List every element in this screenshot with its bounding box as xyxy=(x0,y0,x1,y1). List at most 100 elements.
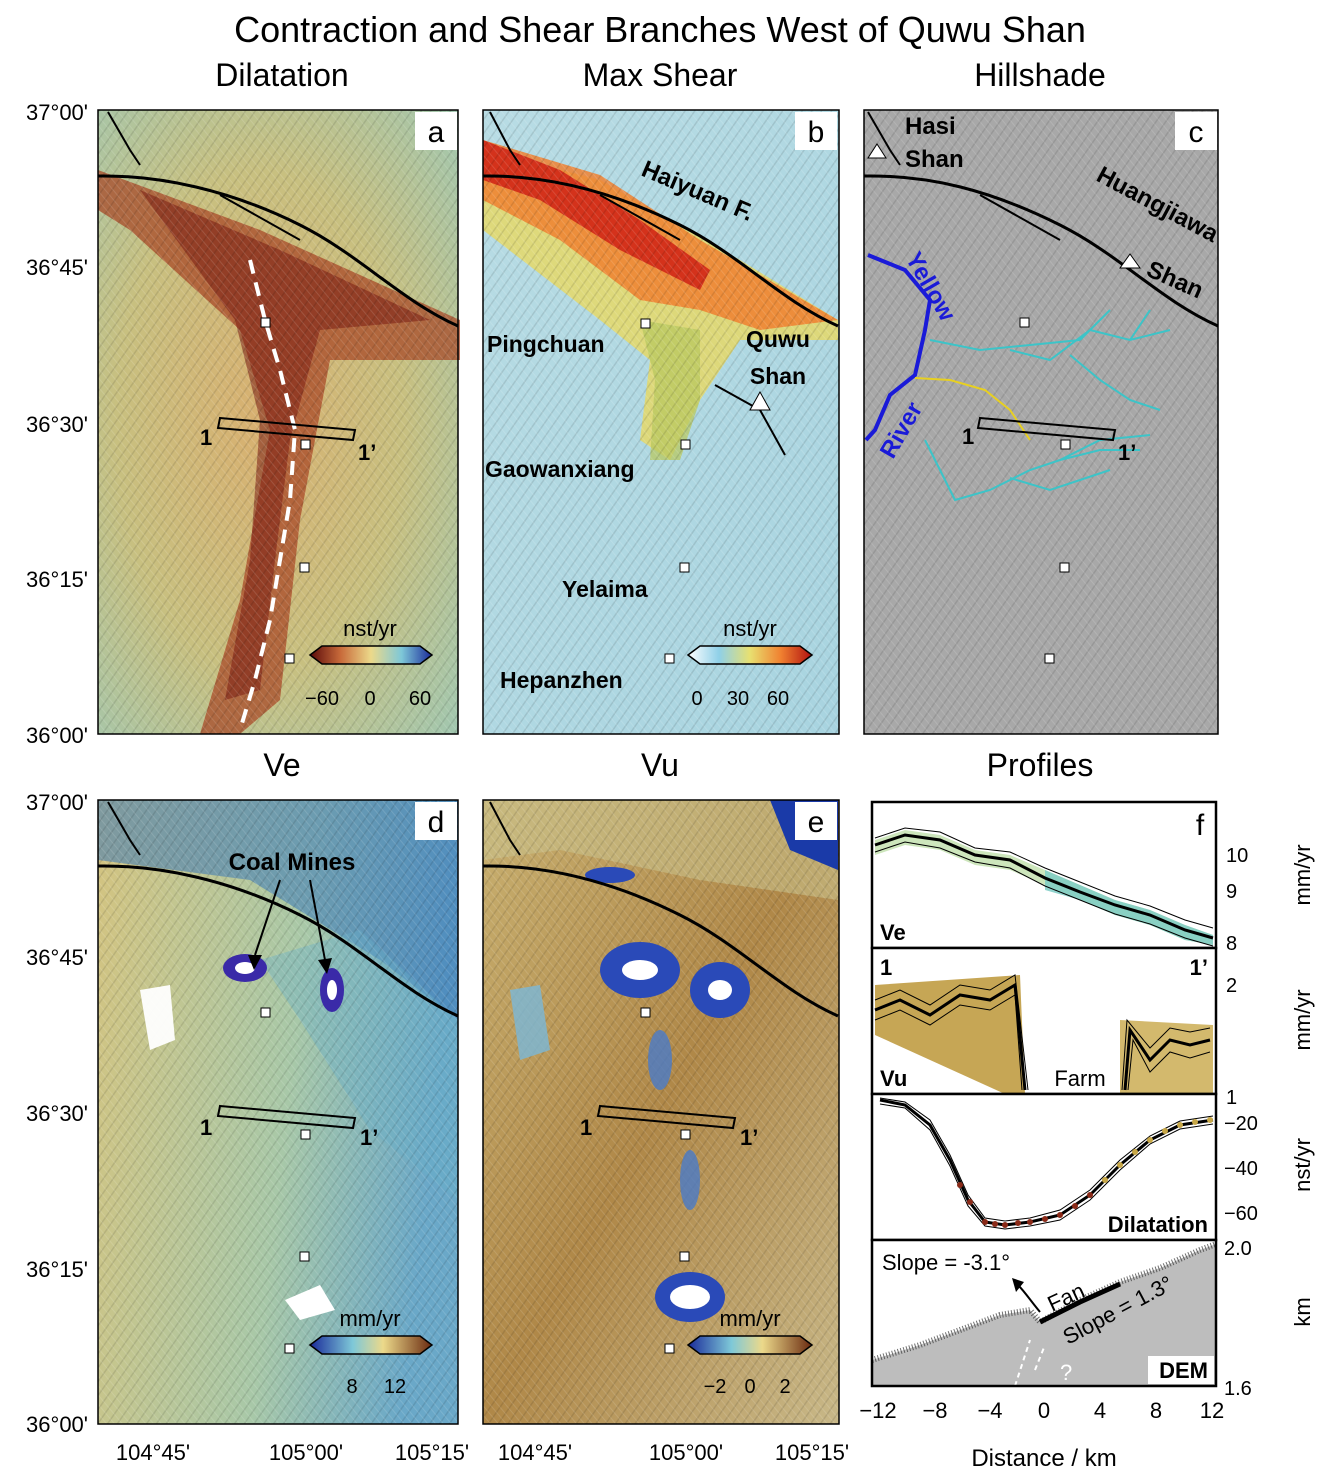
profile-dil-tick: −60 xyxy=(1224,1203,1258,1225)
lat-axis-top: 37°00' 36°45' 36°30' 36°15' 36°00' xyxy=(26,100,88,748)
panel-c-map: c Hasi Shan Huangjiawa Shan Yellow River… xyxy=(863,109,1223,735)
label-yelaima: Yelaima xyxy=(562,576,648,602)
profile-dem-unit: km xyxy=(1290,1297,1315,1326)
profile-x-tick: −8 xyxy=(922,1398,947,1423)
colorbar-a-tick-2: 0 xyxy=(364,688,375,710)
profile-x-tick: 8 xyxy=(1150,1398,1162,1423)
lat-label: 36°15' xyxy=(26,1257,88,1282)
lon-label: 105°15' xyxy=(775,1440,849,1465)
profile-dem-label: DEM xyxy=(1159,1358,1208,1383)
lon-label: 105°00' xyxy=(649,1440,723,1465)
colorbar-e-tick-3: 2 xyxy=(779,1376,790,1398)
lon-label: 105°00' xyxy=(269,1440,343,1465)
profile-ve-unit: mm/yr xyxy=(1290,844,1315,905)
lat-label: 36°30' xyxy=(26,412,88,437)
panel-f-profiles: f Ve 10 9 8 mm/yr 1 1’ Vu Farm 2 1 mm/yr xyxy=(859,800,1315,1472)
profile-dem-tick: 1.6 xyxy=(1224,1378,1252,1400)
profile-ve-tick: 10 xyxy=(1226,845,1248,867)
profile-x-tick: 0 xyxy=(1038,1398,1050,1423)
colorbar-unit-e: mm/yr xyxy=(719,1306,780,1331)
colorbar-d xyxy=(308,1335,434,1355)
label-hepanzhen: Hepanzhen xyxy=(500,667,623,693)
colorbar-e-tick-2: 0 xyxy=(744,1376,755,1398)
profile-start-c: 1 xyxy=(962,424,974,449)
label-quwu-2: Shan xyxy=(750,363,806,389)
profile-dil-unit: nst/yr xyxy=(1290,1138,1315,1192)
profile-end-d: 1’ xyxy=(360,1125,378,1150)
panel-d-map: d 1 1’ Coal Mines mm/yr 8 12 xyxy=(97,799,459,1425)
profile-vu-start: 1 xyxy=(880,955,892,980)
panel-b-map: b Haiyuan F. Pingchuan Quwu Shan Gaowanx… xyxy=(482,109,840,735)
profile-ve-label: Ve xyxy=(880,920,906,945)
colorbar-b-tick-3: 60 xyxy=(767,688,789,710)
profile-end-a: 1’ xyxy=(358,440,376,465)
lat-label: 36°15' xyxy=(26,567,88,592)
colorbar-e xyxy=(686,1335,814,1355)
panel-e-map: e 1 1’ mm/yr −2 0 2 xyxy=(482,799,840,1425)
colorbar-b xyxy=(686,645,814,665)
profile-dem-tick: 2.0 xyxy=(1224,1238,1252,1260)
profile-dem-slope1: Slope = -3.1° xyxy=(882,1250,1010,1275)
profile-ve-tick: 9 xyxy=(1226,881,1237,903)
lat-label: 36°00' xyxy=(26,1412,88,1437)
panel-letter-d: d xyxy=(428,806,445,839)
figure-title: Contraction and Shear Branches West of Q… xyxy=(234,9,1086,50)
label-quwu-1: Quwu xyxy=(746,326,810,352)
panel-title-f: Profiles xyxy=(987,747,1094,783)
lon-label: 105°15' xyxy=(395,1440,469,1465)
colorbar-unit-a: nst/yr xyxy=(343,616,397,641)
profile-vu-tick: 1 xyxy=(1226,1087,1237,1109)
profile-dem-question: ? xyxy=(1060,1360,1072,1385)
profile-x-tick: 12 xyxy=(1200,1398,1224,1423)
colorbar-b-tick-2: 30 xyxy=(727,688,749,710)
profile-start-a: 1 xyxy=(200,425,212,450)
lat-label: 37°00' xyxy=(26,790,88,815)
profile-x-tick: 4 xyxy=(1094,1398,1106,1423)
profile-start-d: 1 xyxy=(200,1115,212,1140)
lat-label: 36°00' xyxy=(26,723,88,748)
colorbar-b-tick-1: 0 xyxy=(691,688,702,710)
profile-vu-unit: mm/yr xyxy=(1290,989,1315,1050)
profile-ve-tick: 8 xyxy=(1226,933,1237,955)
panel-a-map: a 1 1’ nst/yr −60 0 60 xyxy=(97,109,460,735)
panel-title-d: Ve xyxy=(263,747,300,783)
panel-letter-f: f xyxy=(1196,809,1205,842)
panel-title-b: Max Shear xyxy=(583,57,738,93)
profile-end-c: 1’ xyxy=(1118,440,1136,465)
colorbar-unit-d: mm/yr xyxy=(339,1306,400,1331)
panel-letter-e: e xyxy=(808,806,825,839)
profile-end-e: 1’ xyxy=(740,1125,758,1150)
colorbar-unit-b: nst/yr xyxy=(723,616,777,641)
panel-title-e: Vu xyxy=(641,747,679,783)
label-hasi-2: Shan xyxy=(905,146,964,173)
profile-x-tick: −4 xyxy=(977,1398,1002,1423)
lon-label: 104°45' xyxy=(116,1440,190,1465)
label-coal-mines: Coal Mines xyxy=(229,849,356,876)
profile-dil-tick: −20 xyxy=(1224,1113,1258,1135)
colorbar-a-tick-1: −60 xyxy=(305,688,339,710)
lon-label: 104°45' xyxy=(498,1440,572,1465)
panel-title-a: Dilatation xyxy=(215,57,348,93)
colorbar-a xyxy=(308,645,434,665)
profile-x-tick: −12 xyxy=(859,1398,896,1423)
colorbar-d-tick-1: 8 xyxy=(346,1376,357,1398)
label-hasi-1: Hasi xyxy=(905,113,956,140)
lat-label: 37°00' xyxy=(26,100,88,125)
profile-start-e: 1 xyxy=(580,1115,592,1140)
colorbar-a-tick-3: 60 xyxy=(409,688,431,710)
lat-label: 36°45' xyxy=(26,255,88,280)
lat-label: 36°30' xyxy=(26,1101,88,1126)
panel-letter-a: a xyxy=(428,116,445,149)
panel-letter-c: c xyxy=(1189,116,1204,149)
lat-label: 36°45' xyxy=(26,945,88,970)
lon-axis: 104°45' 105°00' 105°15' 104°45' 105°00' … xyxy=(116,1440,849,1465)
label-gaowanxiang: Gaowanxiang xyxy=(485,456,635,482)
panel-title-c: Hillshade xyxy=(974,57,1106,93)
lat-axis-bottom: 37°00' 36°45' 36°30' 36°15' 36°00' xyxy=(26,790,88,1437)
profile-vu-farm: Farm xyxy=(1054,1066,1105,1091)
panel-letter-b: b xyxy=(808,116,825,149)
profile-vu-end: 1’ xyxy=(1190,955,1208,980)
profile-dil-tick: −40 xyxy=(1224,1158,1258,1180)
label-pingchuan: Pingchuan xyxy=(487,331,605,357)
profile-x-label: Distance / km xyxy=(971,1445,1116,1472)
